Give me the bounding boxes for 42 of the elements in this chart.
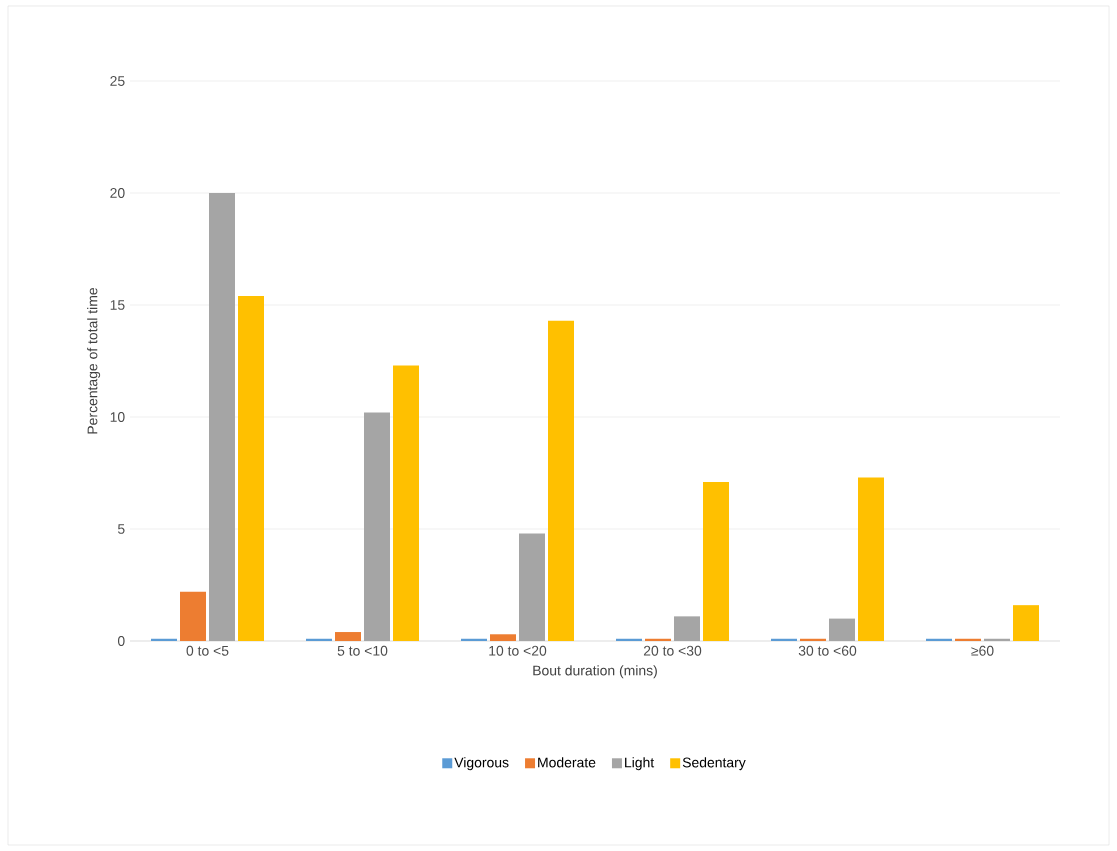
legend-label: Sedentary [682,757,746,771]
x-tick-label: 5 to <10 [337,645,388,656]
y-tick-label: 0 [117,636,125,646]
bar [490,634,516,641]
bar [335,632,361,641]
y-tick-label: 20 [110,188,125,198]
x-tick-label: ≥60 [971,645,994,656]
bar [703,481,729,641]
bar [955,638,982,641]
legend-label: Light [625,757,655,771]
y-tick-label: 25 [110,76,125,86]
bar [209,192,235,641]
bar [1013,605,1040,641]
bar [800,638,827,641]
y-tick-label: 15 [110,300,125,310]
bar [151,638,177,641]
x-axis-title: Bout duration (mins) [533,665,657,679]
y-tick-label: 5 [117,524,125,534]
bar [926,638,953,641]
bar [364,412,390,641]
x-tick-label: 30 to <60 [798,645,857,656]
bar [616,638,642,641]
y-tick-label: 10 [110,412,125,422]
bar [548,320,574,641]
x-tick-label: 20 to <30 [643,645,702,656]
bar [238,296,264,641]
legend-label: Vigorous [454,757,509,771]
bar [519,533,545,641]
legend-label: Moderate [538,757,596,768]
y-axis-title: Percentage of total time [87,287,101,434]
bar [306,638,332,641]
bar [180,591,206,641]
x-tick-label: 10 to <20 [489,645,547,656]
bar [393,365,419,641]
bar [984,638,1011,641]
bar [674,616,700,641]
bar [858,477,885,641]
x-tick-label: 0 to <5 [186,645,229,656]
bar [645,638,671,641]
bar [829,618,856,641]
bar [461,638,487,641]
bar [771,638,797,641]
